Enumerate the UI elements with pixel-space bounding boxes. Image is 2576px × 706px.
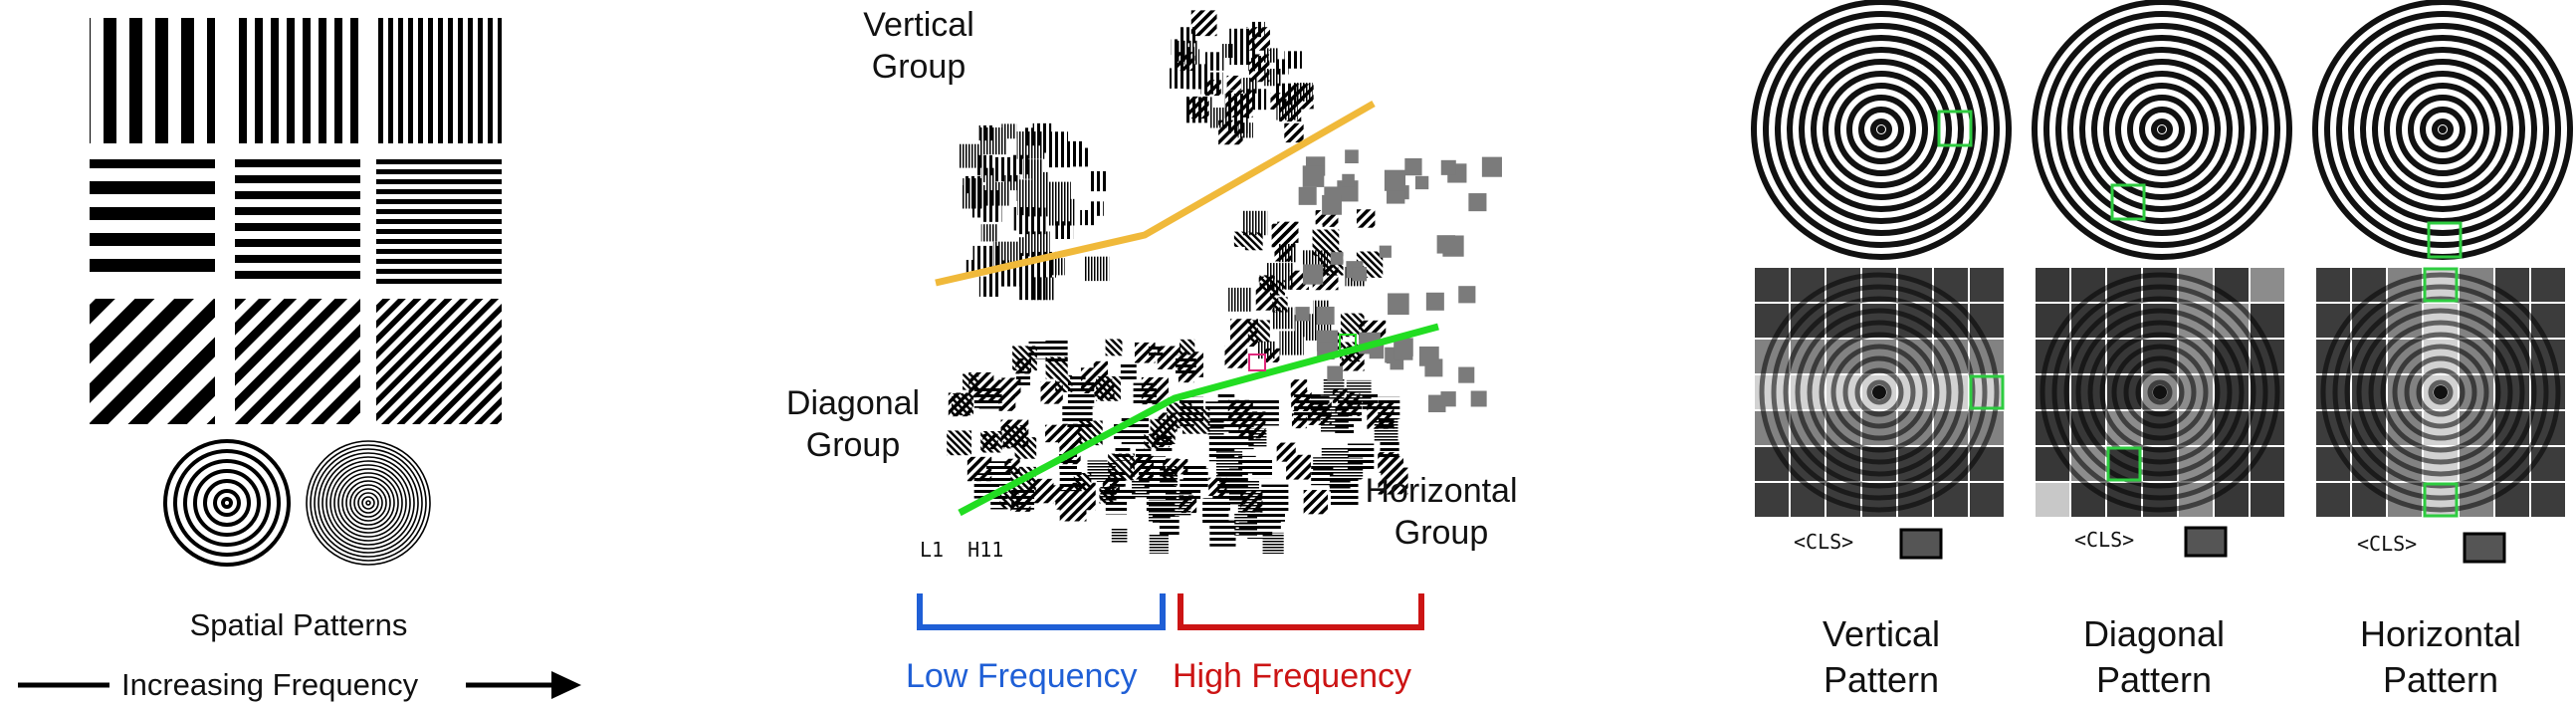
low-frequency-label: Low Frequency xyxy=(906,657,1138,695)
cls-token-label-diagonal: <CLS> xyxy=(2074,528,2135,552)
horizontal-low-tile xyxy=(90,159,215,285)
attention-panel-2 xyxy=(2312,0,2573,564)
diagonal-group-label: Diagonal Group xyxy=(785,384,921,464)
vertical-mid-tile xyxy=(235,18,360,143)
increasing-frequency-label: Increasing Frequency xyxy=(121,667,419,702)
vertical-pattern-title: Vertical Pattern xyxy=(1822,613,1941,700)
horizontal-high-tile xyxy=(376,159,502,285)
horizontal-mid-tile xyxy=(235,159,360,285)
diagonal-pattern-title: Diagonal Pattern xyxy=(2082,613,2226,700)
attention-panel-1 xyxy=(2032,0,2292,558)
corner-layer-text: L1 H11 xyxy=(920,538,1004,562)
vertical-high-tile xyxy=(376,18,502,143)
high-frequency-label: High Frequency xyxy=(1173,657,1412,695)
upper-boundary-line xyxy=(935,100,1376,287)
attention-panels xyxy=(1751,0,2573,564)
feature-cluster-plot xyxy=(935,10,1502,555)
frequency-brackets xyxy=(917,593,1424,630)
diagonal-mid-tile xyxy=(235,299,360,424)
cls-token-label-vertical: <CLS> xyxy=(1794,530,1854,554)
horizontal-pattern-title: Horizontal Pattern xyxy=(2359,613,2522,700)
spatial-patterns-grid xyxy=(90,18,502,567)
high-frequency-bracket xyxy=(1178,593,1424,630)
concentric-circles-high xyxy=(306,440,431,566)
spatial-patterns-caption: Spatial Patterns xyxy=(189,607,408,642)
attention-panel-0 xyxy=(1751,0,2012,560)
vertical-low-tile xyxy=(90,18,215,143)
diagonal-low-tile xyxy=(90,299,215,424)
cls-token-label-horizontal: <CLS> xyxy=(2357,532,2418,556)
diagonal-high-tile xyxy=(376,299,502,424)
increasing-frequency-arrow xyxy=(18,671,581,699)
vertical-group-label: Vertical Group xyxy=(863,6,974,86)
horizontal-group-label: Horizontal Group xyxy=(1365,472,1518,552)
concentric-circles-low xyxy=(163,439,291,567)
cluster-patches xyxy=(947,10,1502,555)
low-frequency-bracket xyxy=(917,593,1166,630)
